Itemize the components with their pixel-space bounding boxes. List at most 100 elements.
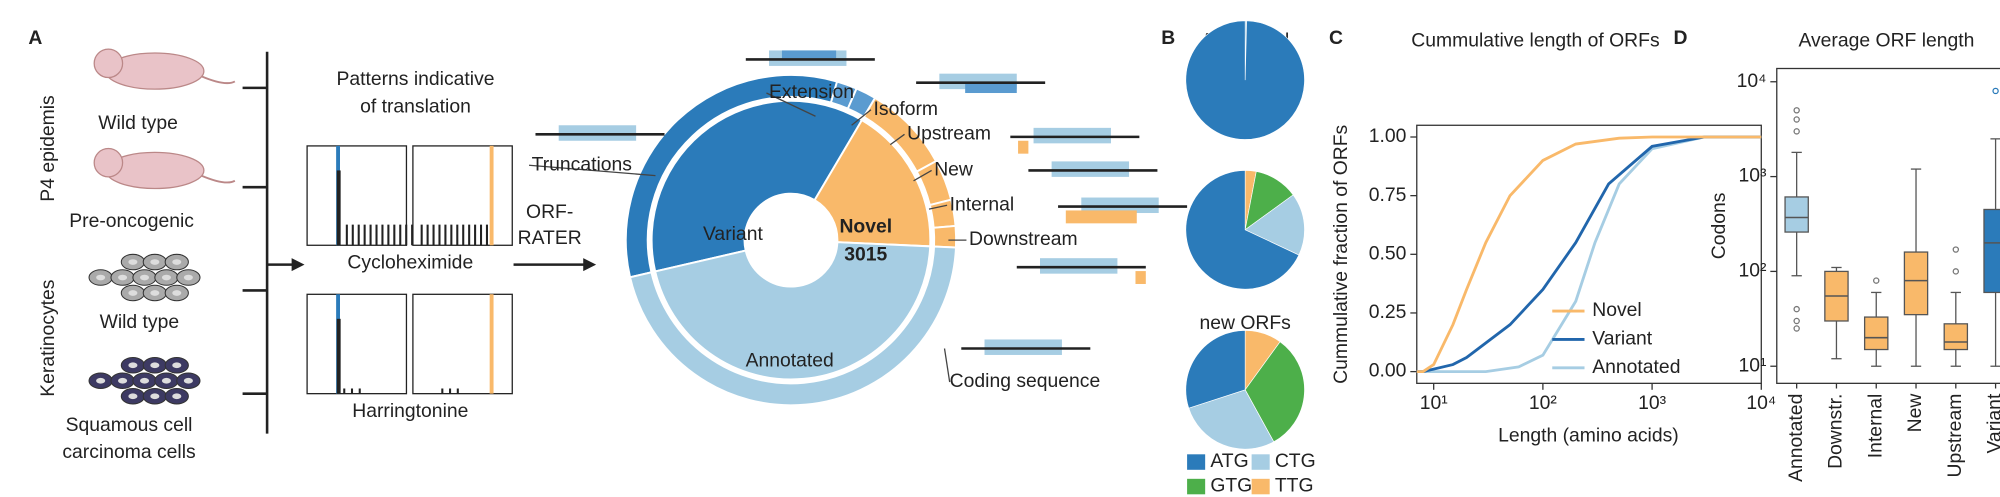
chart-title: Average ORF length [1798,30,1974,52]
profile-frame [306,145,408,246]
profile-bar [450,224,453,246]
profile-bar [474,224,477,246]
cell-nucleus [128,290,138,296]
x-axis-label: Length (amino acids) [1498,424,1679,446]
cell-nucleus [150,259,160,265]
treatment-label: Cycloheximide [347,251,473,273]
profile-bar [426,224,429,246]
sample-label: carcinoma cells [62,441,195,463]
flier [1793,305,1800,313]
x-tick-label: Upstream [1944,394,1966,478]
profile-bar [357,224,360,246]
donut-outer-segment [628,245,957,407]
profile-bar [381,224,384,246]
y-tick-label: 10¹ [1738,354,1767,376]
profile-bar [387,224,390,246]
leader-line [851,109,872,126]
box [1863,316,1889,351]
y-tick-label: 0.25 [1369,301,1407,323]
x-tick-label: 10³ [1638,392,1667,414]
segment-value: 3015 [844,244,887,266]
outer-label: New [934,159,974,181]
profile-bar [345,224,348,246]
flier [1952,268,1960,275]
patterns-title: Patterns indicative [336,68,494,90]
profile-bar [441,388,444,394]
y-tick-label: 1.00 [1369,125,1407,147]
cell-nucleus [96,274,106,281]
legend-label: TTG [1275,475,1314,497]
donut-inner-segment [650,99,864,273]
leader-line [889,133,905,146]
legend-swatch [1187,478,1206,495]
legend-label: GTG [1210,475,1252,497]
flier [1992,87,1999,95]
legend-label: Novel [1592,299,1641,321]
flier [1793,128,1800,135]
outer-label: Internal [950,193,1015,215]
profile-bar [411,224,414,246]
cell-nucleus [150,393,160,400]
segment-label: Annotated [746,350,834,372]
profile-bar [485,224,489,246]
donut-inner-segment [813,118,932,248]
profile-bar [432,224,435,246]
profile-bar [438,224,441,246]
profile-bar [449,388,452,394]
group-label: P4 epidemis [37,95,59,201]
pie-title: new ORFs [1199,312,1290,334]
legend-label: Annotated [1592,356,1680,378]
cell-nucleus [96,377,106,384]
leader-line [943,348,951,383]
y-tick-label: 0.75 [1369,184,1407,206]
cell-nucleus [172,362,182,369]
profile-bar [363,224,366,246]
orf-glyph [1018,140,1029,154]
chart-title: Cummulative length of ORFs [1411,30,1659,52]
outer-label: Coding sequence [950,370,1101,392]
profile-bar [456,388,459,394]
flier [1793,116,1800,123]
profile-bar [468,224,471,246]
orf-glyph [984,339,1062,355]
legend-swatch [1187,454,1206,470]
profile-bar [350,388,354,394]
cell-nucleus [140,274,150,281]
cell-nucleus [172,393,182,400]
cell-nucleus [161,377,171,384]
orf-glyph [1065,210,1137,224]
orf-glyph [781,50,837,59]
profile-bar [462,224,465,246]
pie-slice [1185,170,1300,290]
outer-label: Upstream [907,122,991,144]
patterns-title: of translation [360,95,471,117]
box [1784,196,1809,233]
pie-slice [1244,341,1305,443]
profile-bar [351,224,354,246]
cell-nucleus [172,290,182,296]
cell-nucleus [183,377,193,384]
cell-nucleus [128,259,138,265]
panel-label: A [28,27,42,49]
profile-bar [405,224,408,246]
legend-label: CTG [1275,450,1316,472]
group-label: Keratinocytes [37,280,59,397]
sample-label: Wild type [98,112,178,134]
box [1943,323,1969,351]
cell-nucleus [183,274,193,281]
mouse-head [93,147,124,178]
donut-inner-segment [654,241,932,381]
arrow-head [583,258,597,272]
panel-label: C [1329,27,1343,49]
cell-nucleus [172,259,182,265]
cell-nucleus [118,377,128,384]
mouse-tail [200,75,236,85]
y-tick-label: 10² [1738,260,1767,282]
profile-bar [375,224,378,246]
panel-label: B [1161,27,1175,49]
x-tick-label: Annotated [1785,394,1807,482]
box [1903,251,1929,316]
profile-bar [393,224,396,246]
orf-glyph [1135,271,1146,284]
profile-bar [456,224,459,246]
